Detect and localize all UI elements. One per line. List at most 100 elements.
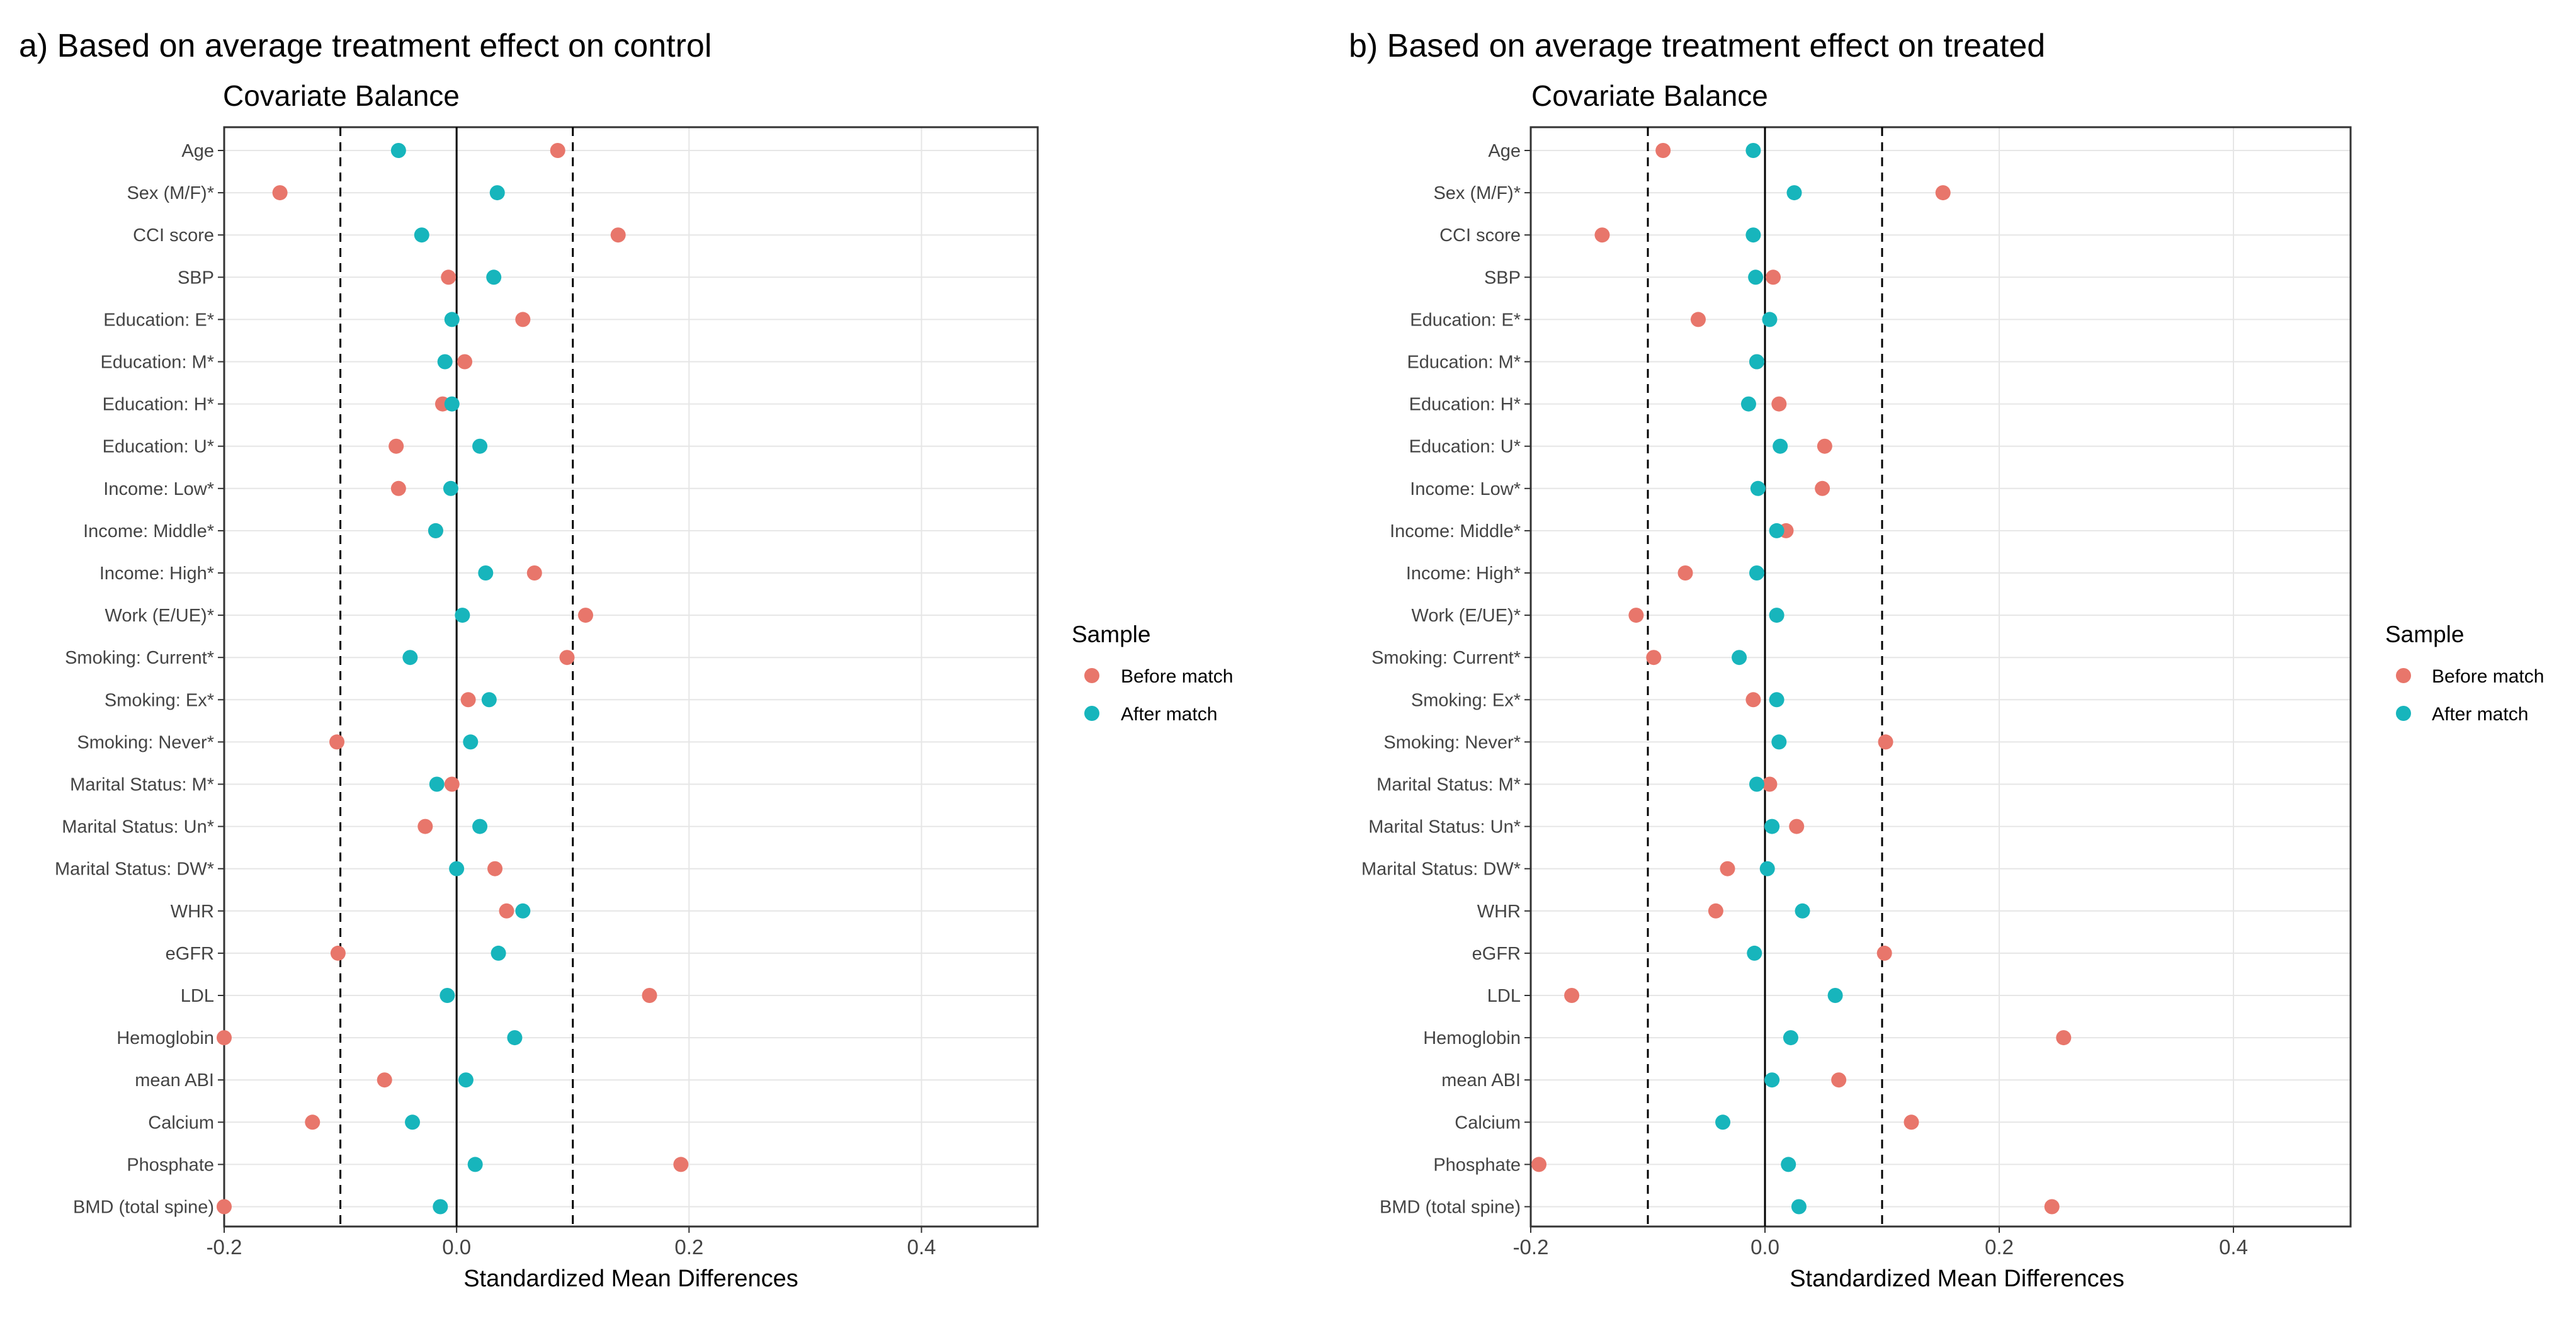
panel-b: b) Based on average treatment effect on …	[1349, 28, 2352, 1292]
panel-a-after-match-point	[433, 1199, 448, 1215]
panel-b-after-match-point	[1781, 1157, 1796, 1172]
panel-b-before-match-point	[1817, 438, 1832, 454]
panel-b-x-axis-label: Standardized Mean Differences	[1790, 1266, 2125, 1292]
panel-a-y-tick-label: Education: U*	[103, 437, 214, 457]
panel-a-before-match-point	[457, 354, 473, 370]
panel-b-after-match-point	[1795, 903, 1810, 919]
panel-b-x-tick-label: 0.4	[2219, 1235, 2248, 1259]
panel-b-after-match-point	[1745, 227, 1761, 243]
panel-a-y-tick-label: WHR	[171, 902, 214, 922]
panel-a-y-tick-label: Calcium	[148, 1113, 214, 1133]
panel-a-after-match-point	[472, 819, 488, 834]
panel-a-before-match-point	[487, 861, 503, 876]
panel-a-before-match-point	[673, 1157, 689, 1172]
panel-a-y-tick-label: Marital Status: DW*	[55, 859, 214, 880]
panel-a-title: a) Based on average treatment effect on …	[19, 28, 712, 64]
panel-b-before-match-point	[1771, 396, 1787, 412]
panel-b-y-tick-label: SBP	[1484, 268, 1521, 288]
panel-b-before-match-point	[1690, 312, 1706, 327]
panel-a-y-tick-label: LDL	[181, 986, 214, 1006]
panel-a-before-match-point	[330, 945, 346, 961]
panel-a-chart-title: Covariate Balance	[223, 79, 460, 112]
panel-a-before-match-point	[444, 776, 460, 792]
panel-a-before-match-point	[217, 1199, 232, 1215]
panel-b-y-tick-label: BMD (total spine)	[1380, 1198, 1521, 1218]
panel-b-before-match-point	[1766, 269, 1781, 285]
legend-b-after-marker	[2396, 706, 2411, 721]
panel-b-before-match-point	[1815, 480, 1830, 496]
legend-b-after-label: After match	[2432, 704, 2528, 725]
panel-a-after-match-point	[478, 565, 494, 581]
panel-b-before-match-point	[1708, 903, 1723, 919]
panel-b-after-match-point	[1732, 650, 1747, 666]
panel-a-after-match-point	[515, 903, 531, 919]
panel-b-y-tick-label: CCI score	[1439, 225, 1521, 246]
panel-a-y-tick-label: CCI score	[133, 225, 214, 246]
panel-b-after-match-point	[1769, 608, 1784, 623]
panel-a-y-tick-label: Education: H*	[103, 395, 214, 415]
panel-a-y-tick-label: Smoking: Never*	[77, 732, 214, 752]
panel-a-y-tick-label: BMD (total spine)	[73, 1198, 214, 1218]
panel-b-y-tick-label: LDL	[1487, 986, 1521, 1006]
panel-a-after-match-point	[414, 227, 429, 243]
panel-a-y-tick-label: Marital Status: M*	[70, 775, 214, 795]
panel-b-after-match-point	[1764, 1072, 1780, 1088]
panel-b-after-match-point	[1749, 354, 1764, 370]
panel-b-after-match-point	[1747, 945, 1762, 961]
panel-b-y-tick-label: Education: U*	[1409, 437, 1521, 457]
panel-b-before-match-point	[1531, 1157, 1547, 1172]
panel-a-before-match-point	[377, 1072, 392, 1088]
panel-b-before-match-point	[1628, 608, 1644, 623]
panel-b-after-match-point	[1749, 565, 1764, 581]
panel-a-after-match-point	[463, 734, 479, 750]
panel-a-before-match-point	[217, 1030, 232, 1046]
legend-a-before-label: Before match	[1121, 666, 1233, 687]
panel-a-before-match-point	[417, 819, 433, 834]
panel-a-after-match-point	[440, 988, 455, 1003]
panel-a-after-match-point	[458, 1072, 474, 1088]
panel-a-y-tick-label: Phosphate	[127, 1155, 214, 1175]
panel-b-after-match-point	[1749, 776, 1764, 792]
panel-b-y-tick-label: Phosphate	[1433, 1155, 1521, 1175]
panel-b-after-match-point	[1715, 1114, 1731, 1130]
panel-a-before-match-point	[390, 480, 406, 496]
panel-a: a) Based on average treatment effect on …	[19, 28, 1039, 1292]
panel-a-x-tick-label: 0.0	[442, 1235, 471, 1259]
panel-a-y-tick-label: eGFR	[166, 944, 214, 964]
panel-b-before-match-point	[1677, 565, 1693, 581]
panel-a-before-match-point	[499, 903, 514, 919]
panel-a-y-tick-label: Smoking: Ex*	[105, 690, 214, 710]
panel-b-border	[1529, 126, 2352, 1228]
panel-a-y-tick-label: Sex (M/F)*	[127, 183, 214, 203]
panel-b-after-match-point	[1740, 396, 1756, 412]
panel-a-x-tick-label: 0.2	[674, 1235, 703, 1259]
panel-b-y-tick-label: Marital Status: Un*	[1368, 817, 1521, 837]
panel-b-after-match-point	[1771, 734, 1787, 750]
panel-b-before-match-point	[1789, 819, 1805, 834]
panel-a-after-match-point	[507, 1030, 523, 1046]
panel-a-before-match-point	[305, 1114, 321, 1130]
legend-a-before-marker	[1084, 668, 1099, 683]
panel-b-after-match-point	[1827, 988, 1843, 1003]
panel-a-before-match-point	[578, 608, 594, 623]
panel-a-after-match-point	[472, 438, 488, 454]
panel-a-y-tick-label: mean ABI	[135, 1070, 214, 1091]
panel-b-x-tick-label: 0.0	[1750, 1235, 1779, 1259]
panel-a-x-tick-label: -0.2	[207, 1235, 242, 1259]
panel-b-chart-title: Covariate Balance	[1531, 79, 1768, 112]
panel-a-before-match-point	[610, 227, 626, 243]
legend-a-after-marker	[1084, 706, 1099, 721]
panel-b-y-tick-label: Marital Status: DW*	[1361, 859, 1521, 880]
panel-a-after-match-point	[437, 354, 453, 370]
panel-b-y-tick-label: WHR	[1477, 902, 1521, 922]
panel-b-y-tick-label: Income: High*	[1406, 564, 1521, 584]
panel-b-y-tick-label: Hemoglobin	[1423, 1028, 1521, 1048]
panel-a-before-match-point	[460, 692, 476, 708]
panel-b-before-match-point	[1594, 227, 1610, 243]
panel-a-after-match-point	[443, 480, 458, 496]
panel-a-after-match-point	[491, 945, 506, 961]
panel-b-before-match-point	[1655, 143, 1671, 158]
panel-b-after-match-point	[1750, 480, 1766, 496]
panel-b-before-match-point	[1646, 650, 1662, 666]
panel-a-before-match-point	[441, 269, 457, 285]
